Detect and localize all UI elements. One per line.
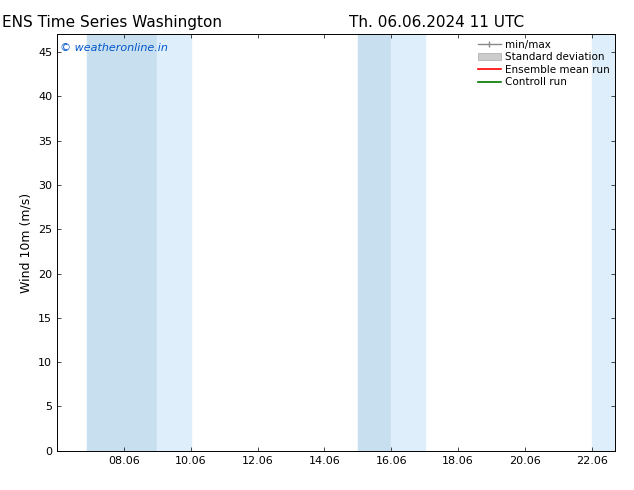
Bar [87,34,157,451]
Bar [391,34,425,451]
Bar [358,34,391,451]
Text: ENS Time Series Washington: ENS Time Series Washington [2,15,222,30]
Bar [157,34,191,451]
Bar [592,34,615,451]
Y-axis label: Wind 10m (m/s): Wind 10m (m/s) [20,193,32,293]
Text: © weatheronline.in: © weatheronline.in [60,43,168,52]
Text: Th. 06.06.2024 11 UTC: Th. 06.06.2024 11 UTC [349,15,524,30]
Legend: min/max, Standard deviation, Ensemble mean run, Controll run: min/max, Standard deviation, Ensemble me… [476,37,612,89]
